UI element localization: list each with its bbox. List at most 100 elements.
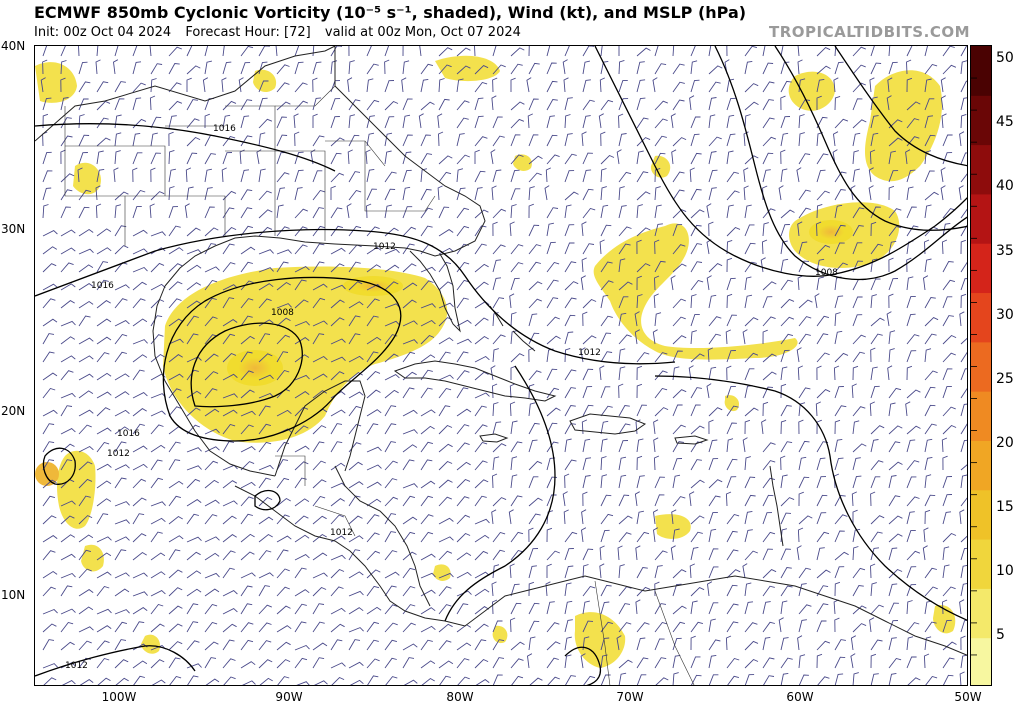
wind-barb <box>114 426 130 435</box>
wind-barb <box>402 551 417 561</box>
wind-barb <box>438 479 453 489</box>
wind-barbs <box>40 46 967 685</box>
wind-barb <box>762 477 776 489</box>
wind-barb <box>942 476 953 489</box>
wind-barb <box>816 640 831 651</box>
wind-barb <box>563 509 569 525</box>
wind-barb <box>726 513 740 525</box>
wind-barb <box>186 570 202 579</box>
wind-barb <box>834 419 841 435</box>
colorbar-label-45: 45 <box>996 114 1014 130</box>
wind-barb <box>168 354 183 363</box>
wind-barb <box>185 167 192 183</box>
wind-barb <box>384 264 400 273</box>
wind-barb <box>366 63 379 75</box>
wind-barb <box>474 46 476 57</box>
wind-barb <box>942 368 953 381</box>
wind-barb <box>438 337 454 345</box>
wind-barb <box>816 221 822 237</box>
wind-barb <box>42 151 52 165</box>
wind-barb <box>150 603 164 615</box>
wind-barb <box>744 622 758 633</box>
wind-barb <box>420 387 433 399</box>
wind-barb <box>60 370 74 381</box>
wind-barb <box>780 224 790 237</box>
wind-barb <box>655 677 669 685</box>
wind-barb <box>132 572 148 579</box>
wind-barb <box>294 406 309 417</box>
wind-barb <box>546 510 554 525</box>
wind-barb <box>960 387 967 399</box>
wind-barb <box>762 636 771 651</box>
wind-barb <box>672 137 687 147</box>
wind-barb <box>780 497 795 507</box>
wind-barb <box>222 226 237 237</box>
wind-barb <box>870 604 884 615</box>
wind-barb <box>654 565 663 579</box>
wind-barb <box>168 46 182 57</box>
wind-barb <box>636 567 648 579</box>
wind-barb <box>240 99 253 111</box>
wind-barb <box>402 186 411 201</box>
wind-barb <box>402 169 412 183</box>
wind-barb <box>168 406 182 417</box>
wind-barb <box>348 371 363 381</box>
wind-barb <box>636 586 651 597</box>
wind-barb <box>906 313 916 327</box>
wind-barb <box>186 300 202 309</box>
wind-barb <box>726 657 740 669</box>
wind-barb <box>888 61 898 75</box>
wind-barb <box>744 46 758 57</box>
wind-barb <box>312 390 328 399</box>
wind-barb <box>636 275 642 291</box>
wind-barb <box>312 441 325 453</box>
wind-barb <box>78 355 94 363</box>
wind-barb <box>672 474 681 489</box>
wind-barb <box>95 203 102 219</box>
wind-barb <box>330 535 346 543</box>
wind-barb <box>184 203 190 219</box>
wind-barb <box>150 444 166 453</box>
wind-barb <box>96 247 112 255</box>
wind-barb <box>654 63 667 75</box>
wind-barb <box>528 513 541 525</box>
wind-barb <box>78 478 93 489</box>
wind-barb <box>528 548 539 561</box>
wind-barb <box>940 185 946 201</box>
wind-barb <box>546 134 558 147</box>
wind-barb <box>600 261 613 273</box>
wind-barb <box>546 62 557 75</box>
wind-barb <box>708 566 719 579</box>
wind-barb <box>96 536 112 543</box>
wind-barb <box>114 98 125 111</box>
wind-barb <box>366 168 375 183</box>
wind-barb <box>599 239 605 255</box>
wind-barb <box>96 657 110 669</box>
wind-barb <box>42 515 57 525</box>
source-credit: TROPICALTIDBITS.COM <box>769 23 970 41</box>
wind-barb <box>96 608 112 615</box>
wind-barb <box>366 264 382 273</box>
wind-barb <box>474 355 490 363</box>
wind-barb <box>186 424 200 435</box>
wind-barb <box>402 531 416 543</box>
wind-barb <box>96 640 110 651</box>
wind-barb <box>42 298 56 309</box>
wind-barb <box>276 303 292 309</box>
wind-barb <box>960 564 967 579</box>
wind-barb <box>474 639 487 651</box>
wind-barb <box>870 294 877 309</box>
wind-barb <box>78 549 92 561</box>
wind-barb <box>492 46 497 57</box>
wind-barb <box>276 477 290 489</box>
wind-barb <box>168 225 181 237</box>
wind-barb <box>870 476 881 489</box>
wind-barb <box>366 188 377 201</box>
wind-barb <box>635 545 641 561</box>
wind-barb <box>402 387 415 399</box>
wind-barb <box>456 532 471 543</box>
wind-barb <box>258 226 273 237</box>
wind-barb <box>906 656 917 669</box>
wind-barb <box>78 264 94 273</box>
wind-barb <box>942 296 953 309</box>
